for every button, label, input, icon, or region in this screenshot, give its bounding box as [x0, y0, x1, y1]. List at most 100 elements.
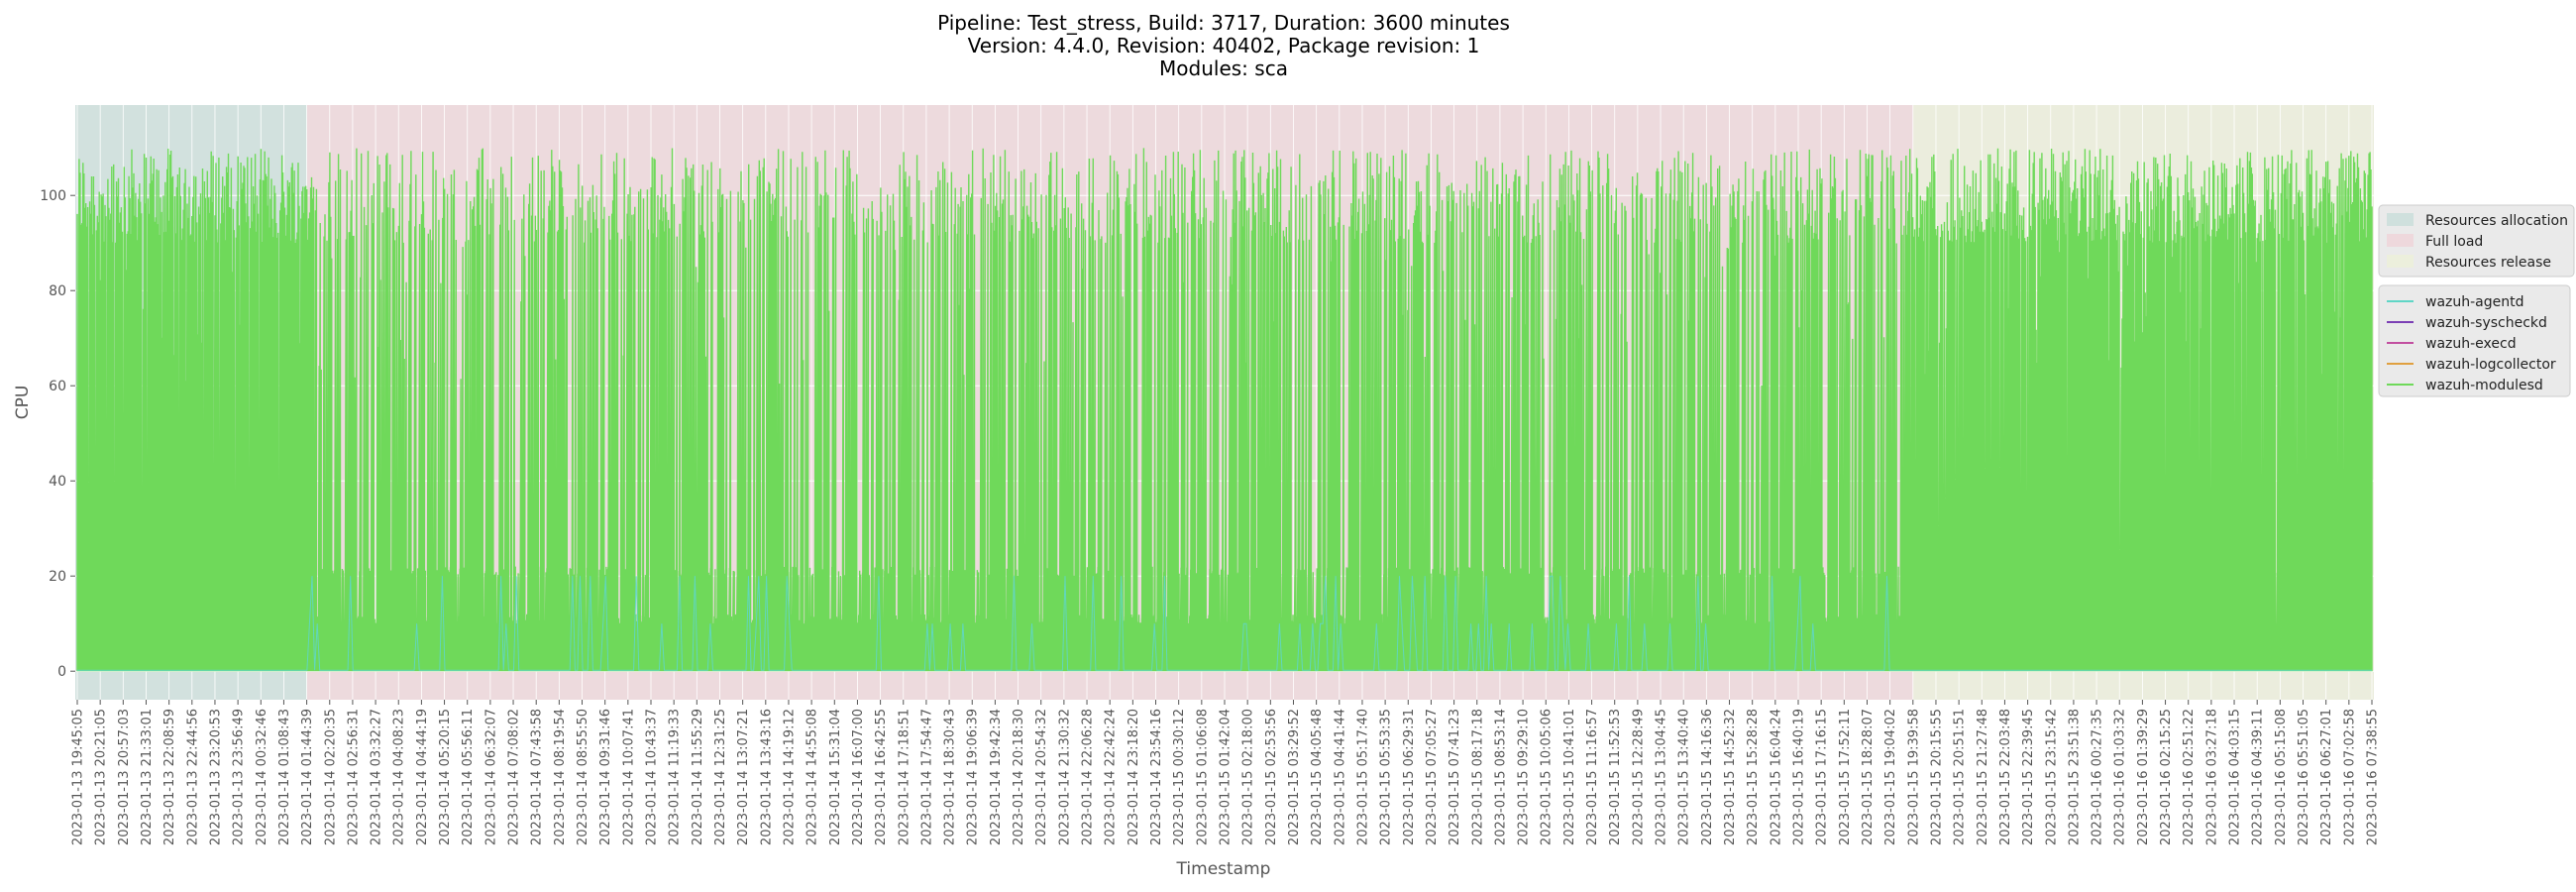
x-tick-label: 2023-01-14 07:43:58: [530, 709, 545, 845]
x-tick-label: 2023-01-15 09:29:10: [1517, 709, 1532, 845]
x-tick-label: 2023-01-14 20:54:32: [1034, 709, 1049, 845]
x-tick-label: 2023-01-14 10:43:37: [645, 709, 660, 845]
phase-legend-box: [2378, 204, 2575, 278]
x-tick-label: 2023-01-15 10:41:01: [1562, 709, 1577, 845]
x-tick-label: 2023-01-16 05:15:08: [2274, 709, 2289, 845]
x-tick-label: 2023-01-14 23:18:20: [1127, 709, 1141, 845]
x-axis-label: Timestamp: [1176, 859, 1271, 879]
x-tick-label: 2023-01-14 06:32:07: [483, 709, 498, 845]
x-tick-label: 2023-01-15 15:28:28: [1746, 709, 1761, 845]
x-tick-label: 2023-01-14 05:56:11: [461, 709, 476, 845]
x-tick-label: 2023-01-14 09:31:46: [598, 709, 613, 845]
x-tick-label: 2023-01-14 10:07:41: [621, 709, 636, 845]
x-tick-label: 2023-01-13 23:56:49: [232, 709, 247, 845]
x-tick-label: 2023-01-14 19:42:34: [989, 709, 1004, 845]
x-tick-label: 2023-01-14 11:55:29: [691, 709, 705, 845]
x-tick-label: 2023-01-14 13:07:21: [736, 709, 751, 845]
x-tick-label: 2023-01-13 19:45:05: [71, 709, 86, 845]
x-tick-label: 2023-01-14 20:18:30: [1012, 709, 1026, 845]
x-tick-label: 2023-01-15 02:53:56: [1264, 709, 1279, 845]
x-tick-label: 2023-01-15 13:04:45: [1655, 709, 1669, 845]
series-line-wazuh-agentd: [77, 575, 2372, 671]
x-tick-label: 2023-01-15 22:03:48: [1998, 709, 2013, 845]
x-tick-label: 2023-01-15 16:40:19: [1792, 709, 1807, 845]
x-tick-label: 2023-01-13 22:08:59: [162, 709, 177, 845]
x-tick-label: 2023-01-14 21:30:32: [1057, 709, 1072, 845]
chart-title: Pipeline: Test_stress, Build: 3717, Dura…: [937, 11, 1510, 80]
phase-legend-label: Resources allocation: [2425, 213, 2568, 229]
x-tick-label: 2023-01-15 04:41:44: [1333, 709, 1347, 845]
x-tick-label: 2023-01-16 00:27:35: [2091, 709, 2105, 845]
phase-legend-label: Full load: [2425, 234, 2483, 250]
x-tick-label: 2023-01-14 07:08:02: [507, 709, 522, 845]
y-tick-label: 0: [57, 664, 66, 680]
series-legend-label: wazuh-syscheckd: [2425, 315, 2547, 331]
x-tick-label: 2023-01-15 05:17:40: [1356, 709, 1371, 845]
x-tick-label: 2023-01-14 08:55:50: [576, 709, 590, 845]
y-axis: 0 20 40 60 80 100: [40, 188, 75, 680]
x-tick-label: 2023-01-15 23:15:42: [2044, 709, 2059, 845]
x-tick-label: 2023-01-14 02:20:35: [323, 709, 338, 845]
x-tick-label: 2023-01-14 16:42:55: [874, 709, 889, 845]
phase-legend: Resources allocation Full load Resources r…: [2378, 204, 2575, 278]
x-tick-label: 2023-01-15 08:17:18: [1470, 709, 1485, 845]
x-tick-label: 2023-01-16 01:03:32: [2113, 709, 2128, 845]
x-tick-label: 2023-01-14 22:42:24: [1104, 709, 1119, 845]
x-tick-label: 2023-01-16 03:27:18: [2204, 709, 2219, 845]
x-tick-label: 2023-01-14 23:54:16: [1149, 709, 1164, 845]
x-tick-label: 2023-01-15 06:29:31: [1402, 709, 1417, 845]
x-tick-label: 2023-01-15 02:18:00: [1241, 709, 1256, 845]
x-tick-label: 2023-01-15 20:51:51: [1953, 709, 1968, 845]
series-legend-label: wazuh-modulesd: [2425, 378, 2543, 393]
x-tick-label: 2023-01-15 07:41:23: [1448, 709, 1462, 845]
x-tick-label: 2023-01-14 01:08:43: [277, 709, 292, 845]
x-tick-label: 2023-01-14 14:55:08: [805, 709, 820, 845]
x-tick-label: 2023-01-15 19:04:02: [1883, 709, 1898, 845]
phase-legend-label: Resources release: [2425, 255, 2551, 271]
y-tick-label: 100: [40, 188, 66, 204]
x-tick-label: 2023-01-15 21:27:48: [1976, 709, 1990, 845]
x-tick-label: 2023-01-15 07:05:27: [1425, 709, 1440, 845]
x-tick-label: 2023-01-15 01:42:04: [1219, 709, 1234, 845]
x-tick-label: 2023-01-14 19:06:39: [966, 709, 981, 845]
x-tick-label: 2023-01-14 17:18:51: [897, 709, 912, 845]
x-tick-label: 2023-01-16 07:38:55: [2366, 709, 2381, 845]
x-tick-label: 2023-01-15 05:53:35: [1379, 709, 1394, 845]
x-tick-label: 2023-01-13 23:20:53: [209, 709, 224, 845]
x-tick-label: 2023-01-13 20:21:05: [94, 709, 109, 845]
x-tick-label: 2023-01-13 20:57:03: [117, 709, 132, 845]
x-tick-label: 2023-01-14 00:32:46: [255, 709, 269, 845]
x-tick-label: 2023-01-14 04:08:23: [392, 709, 407, 845]
x-tick-label: 2023-01-14 11:19:33: [668, 709, 683, 845]
x-tick-label: 2023-01-15 20:15:55: [1930, 709, 1945, 845]
x-tick-label: 2023-01-15 10:05:06: [1540, 709, 1555, 845]
y-tick-label: 80: [49, 283, 66, 299]
x-tick-label: 2023-01-15 12:28:49: [1631, 709, 1646, 845]
y-tick-label: 40: [49, 474, 66, 490]
x-tick-label: 2023-01-14 08:19:54: [553, 709, 568, 845]
x-tick-label: 2023-01-16 04:39:11: [2251, 709, 2266, 845]
series-line-wazuh-modulesd: [76, 148, 2373, 672]
title-line-1: Pipeline: Test_stress, Build: 3717, Dura…: [937, 11, 1510, 35]
x-tick-label: 2023-01-14 13:43:16: [759, 709, 774, 845]
x-tick-label: 2023-01-16 07:02:58: [2342, 709, 2357, 845]
x-tick-label: 2023-01-15 01:06:08: [1195, 709, 1210, 845]
x-tick-label: 2023-01-16 06:27:01: [2319, 709, 2334, 845]
x-tick-label: 2023-01-15 19:39:58: [1906, 709, 1921, 845]
x-tick-label: 2023-01-15 04:05:48: [1310, 709, 1325, 845]
x-tick-label: 2023-01-15 08:53:14: [1493, 709, 1508, 845]
x-tick-label: 2023-01-15 23:51:38: [2067, 709, 2082, 845]
x-tick-label: 2023-01-15 11:16:57: [1585, 709, 1600, 845]
title-line-3: Modules: sca: [1159, 56, 1288, 80]
phase-legend-swatch: [2387, 213, 2414, 226]
phase-legend-swatch: [2387, 234, 2414, 247]
x-tick-label: 2023-01-15 14:16:36: [1700, 709, 1715, 845]
x-tick-label: 2023-01-14 01:44:39: [300, 709, 315, 845]
x-tick-label: 2023-01-14 12:31:25: [713, 709, 728, 845]
y-tick-label: 20: [49, 569, 66, 585]
phase-legend-swatch: [2387, 255, 2414, 268]
x-tick-label: 2023-01-15 00:30:12: [1172, 709, 1187, 845]
y-axis-label: CPU: [13, 386, 33, 420]
x-tick-label: 2023-01-15 18:28:07: [1861, 709, 1876, 845]
